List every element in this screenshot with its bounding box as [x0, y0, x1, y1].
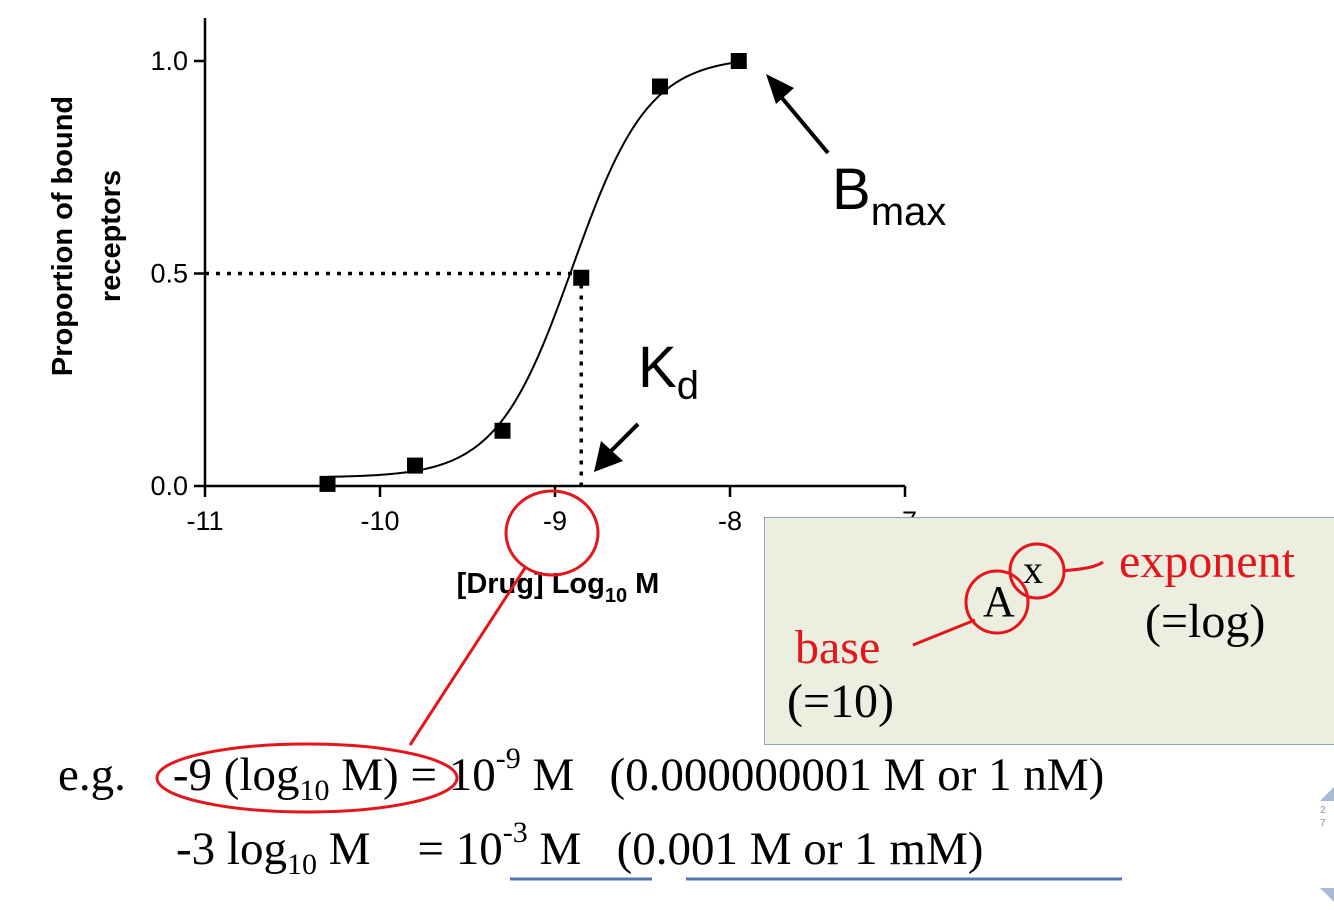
inset-callouts	[912, 542, 1104, 647]
x-tick-label: -10	[360, 506, 399, 536]
slide-next-icon[interactable]	[1320, 888, 1334, 902]
ex1-power-unit: M	[520, 749, 575, 801]
reference-lines	[205, 271, 583, 486]
ex1-power-exp: -9	[495, 742, 521, 775]
example-line-2: -3 log10 M = 10-3 M (0.001 M or 1 mM)	[176, 818, 984, 880]
data-point	[319, 475, 336, 492]
x-tick-label: -8	[718, 506, 742, 536]
x-axis-title: [Drug] Log10 M	[457, 568, 660, 607]
ex2-power-base: 10	[455, 823, 503, 875]
bmax-arrow-head	[766, 74, 794, 104]
base-connector	[912, 618, 976, 647]
kd-label: Kd	[638, 335, 699, 408]
base-note: (=10)	[787, 675, 895, 728]
data-points	[319, 53, 747, 492]
bmax-arrow-shaft	[780, 96, 830, 155]
ex2-power-exp: -3	[502, 816, 528, 849]
y-tick-label: 1.0	[150, 46, 188, 76]
data-point	[573, 269, 590, 286]
base-letter: A	[983, 577, 1015, 626]
x-tick-label: -9	[543, 506, 567, 536]
x-axis-title-sub: 10	[605, 585, 627, 607]
base-circle	[964, 569, 1030, 635]
ex2-equals: =	[417, 823, 445, 875]
ex1-power-base: 10	[448, 749, 496, 801]
data-point	[494, 422, 511, 439]
ex1-value: -9 (log	[172, 749, 300, 801]
bmax-label: Bmax	[832, 157, 946, 234]
ex1-explanation: (0.000000001 M or 1 nM)	[609, 749, 1105, 801]
ex1-log-sub: 10	[299, 774, 330, 807]
x-axis-title-suffix: M	[627, 568, 659, 600]
ex1-unit: M)	[329, 749, 399, 801]
y-axis-title-line1: Proportion of bound	[47, 96, 79, 376]
slide-number-line1: 2	[1320, 805, 1326, 816]
y-axis-title-line2: receptors	[95, 170, 127, 302]
kd-arrow-head	[594, 441, 623, 472]
ex1-equals: =	[410, 749, 437, 801]
y-axis-title: Proportion of bound receptors	[47, 96, 127, 376]
axes: -11-10-9-8-70.00.51.0	[150, 18, 917, 536]
exponent-letter: x	[1023, 547, 1043, 592]
x-tick-label: -11	[186, 506, 223, 536]
slide-prev-icon[interactable]	[1320, 787, 1334, 801]
ex2-value: -3 log	[176, 823, 287, 875]
kd-arrow-shaft	[608, 422, 640, 454]
bmax-annotation: Bmax	[766, 74, 946, 234]
example-line-1: e.g. -9 (log10 M) = 10-9 M (0.000000001 …	[58, 744, 1105, 806]
ex2-unit: M	[316, 823, 371, 875]
ex2-power-unit: M	[527, 823, 582, 875]
base-label: base	[795, 621, 881, 674]
ex2-explanation: (0.001 M or 1 mM)	[616, 823, 984, 875]
slide-number-line2: 7	[1320, 818, 1326, 829]
x-axis-title-main: [Drug] Log	[457, 568, 605, 600]
exponent-connector	[1062, 560, 1104, 573]
slide-navigator[interactable]: 2 7	[1318, 785, 1334, 905]
y-tick-label: 0.5	[150, 259, 188, 289]
data-point	[652, 78, 668, 95]
ex2-log-sub: 10	[286, 848, 317, 881]
exponent-explanation-box: A x exponent (=log) base (=10)	[764, 517, 1334, 745]
data-point	[730, 53, 747, 69]
kd-annotation: Kd	[594, 335, 699, 472]
exponent-note: (=log)	[1145, 595, 1266, 648]
sigmoid-curve	[327, 60, 739, 478]
data-point	[407, 457, 423, 474]
exponent-label: exponent	[1119, 535, 1295, 588]
slide-nav-arrows[interactable]	[1318, 785, 1334, 905]
eg-prefix: e.g.	[58, 749, 126, 801]
y-tick-label: 0.0	[150, 471, 188, 501]
fit-curve	[327, 60, 739, 478]
